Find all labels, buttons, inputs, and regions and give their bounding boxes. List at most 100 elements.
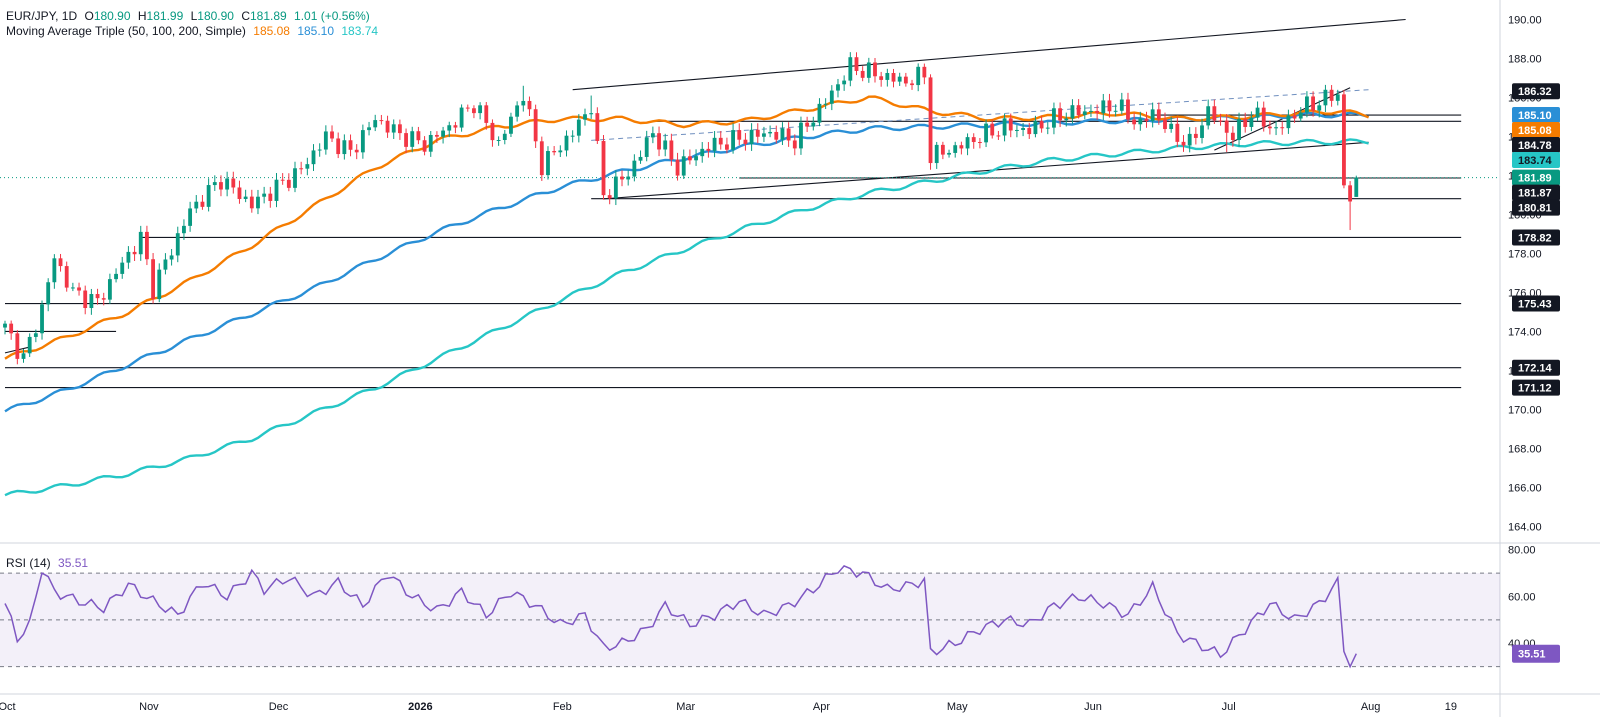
price-badge xyxy=(1512,184,1560,201)
candle-body xyxy=(712,137,717,151)
candle-body xyxy=(910,83,914,86)
candle-body xyxy=(1058,108,1063,121)
candle-body xyxy=(1230,132,1235,140)
candle-body xyxy=(422,140,427,152)
candle-body xyxy=(465,107,470,109)
candle-body xyxy=(1144,118,1149,121)
change-value: 1.01 (+0.56%) xyxy=(294,9,370,23)
candle-body xyxy=(435,134,439,137)
candle-body xyxy=(990,123,995,136)
candle-body xyxy=(552,151,557,153)
candle-body xyxy=(626,176,631,180)
ma50-line xyxy=(4,95,1370,360)
candle-body xyxy=(823,103,828,105)
time-tick-label: Jun xyxy=(1084,701,1102,713)
candle-body xyxy=(194,201,199,209)
candle-body xyxy=(657,133,661,150)
candle-body xyxy=(348,140,353,150)
moving-averages xyxy=(4,95,1370,497)
candle-body xyxy=(231,178,236,188)
candle-body xyxy=(1237,119,1241,140)
candle-body xyxy=(885,73,890,80)
candle-body xyxy=(1002,118,1007,136)
candle-body xyxy=(1119,99,1124,111)
candle-body xyxy=(379,120,384,122)
candle-body xyxy=(515,105,520,117)
candle-body xyxy=(225,178,230,190)
rsi-legend[interactable]: RSI (14) 35.51 xyxy=(6,556,92,571)
rsi-badge-label: 35.51 xyxy=(1518,649,1546,661)
candle-body xyxy=(1027,128,1032,135)
candle-body xyxy=(1082,111,1087,116)
candle-body xyxy=(237,187,242,199)
candle-body xyxy=(70,287,75,289)
candle-body xyxy=(959,145,964,149)
candle-body xyxy=(484,105,489,123)
candle-body xyxy=(317,149,322,151)
candle-body xyxy=(737,130,742,140)
candle-body xyxy=(46,282,51,305)
trendline xyxy=(572,18,1406,91)
symbol-name: EUR/JPY, 1D xyxy=(6,9,78,23)
candle-body xyxy=(589,113,594,115)
price-badge-label: 183.74 xyxy=(1518,155,1553,167)
price-badge-label: 178.82 xyxy=(1518,232,1552,244)
candle-body xyxy=(632,160,637,177)
ma100-value: 185.10 xyxy=(297,24,335,38)
candle-body xyxy=(984,123,988,143)
candle-body xyxy=(502,133,507,140)
candle-body xyxy=(971,137,976,143)
ma200-line xyxy=(4,138,1369,497)
candle-body xyxy=(1212,106,1217,121)
candle-body xyxy=(3,323,7,328)
candle-body xyxy=(1156,109,1161,120)
candle-body xyxy=(1342,94,1346,186)
candle-body xyxy=(219,182,223,190)
candle-body xyxy=(274,179,279,201)
candle-body xyxy=(731,130,735,150)
ma-title: Moving Average Triple (50, 100, 200, Sim… xyxy=(6,24,246,38)
candle-body xyxy=(509,116,513,134)
symbol-legend[interactable]: EUR/JPY, 1D O180.90 H181.99 L180.90 C181… xyxy=(6,9,374,24)
time-tick-label: 19 xyxy=(1445,701,1457,713)
time-tick-label: Oct xyxy=(0,701,16,713)
time-axis[interactable]: Oct Nov Dec 2026 Feb Mar Apr May Jun Jul Aug 19 xyxy=(0,701,1457,713)
candle-body xyxy=(1039,121,1044,129)
candle-body xyxy=(262,193,267,197)
candle-body xyxy=(169,255,174,260)
price-badge-label: 171.12 xyxy=(1518,383,1552,395)
price-badge xyxy=(1512,152,1560,169)
candle-body xyxy=(336,138,341,155)
candle-body xyxy=(700,148,705,157)
candle-body xyxy=(188,208,193,226)
candle-body xyxy=(669,140,674,160)
candle-body xyxy=(1113,110,1118,112)
price-badge xyxy=(1512,359,1560,376)
candle-body xyxy=(311,150,316,165)
candle-body xyxy=(268,193,273,201)
candle-body xyxy=(40,304,44,334)
candle-body xyxy=(1163,119,1167,130)
candle-body xyxy=(805,122,810,127)
price-badge-label: 172.14 xyxy=(1518,363,1553,375)
ma-legend[interactable]: Moving Average Triple (50, 100, 200, Sim… xyxy=(6,24,382,39)
candle-body xyxy=(799,122,803,149)
candle-body xyxy=(1206,106,1211,126)
candle-body xyxy=(1286,115,1291,129)
price-badge xyxy=(1512,379,1560,396)
candle-body xyxy=(675,159,680,176)
candle-body xyxy=(1181,141,1186,146)
time-tick-label: May xyxy=(947,701,968,713)
candle-body xyxy=(447,125,452,131)
price-badge xyxy=(1512,107,1560,124)
candle-body xyxy=(1052,108,1056,128)
candle-body xyxy=(459,107,464,128)
candle-body xyxy=(89,294,94,309)
candle-body xyxy=(934,144,939,164)
candle-body xyxy=(601,140,606,196)
candle-body xyxy=(866,62,871,78)
price-tick-label: 190.00 xyxy=(1508,14,1542,26)
price-badge xyxy=(1512,199,1560,216)
